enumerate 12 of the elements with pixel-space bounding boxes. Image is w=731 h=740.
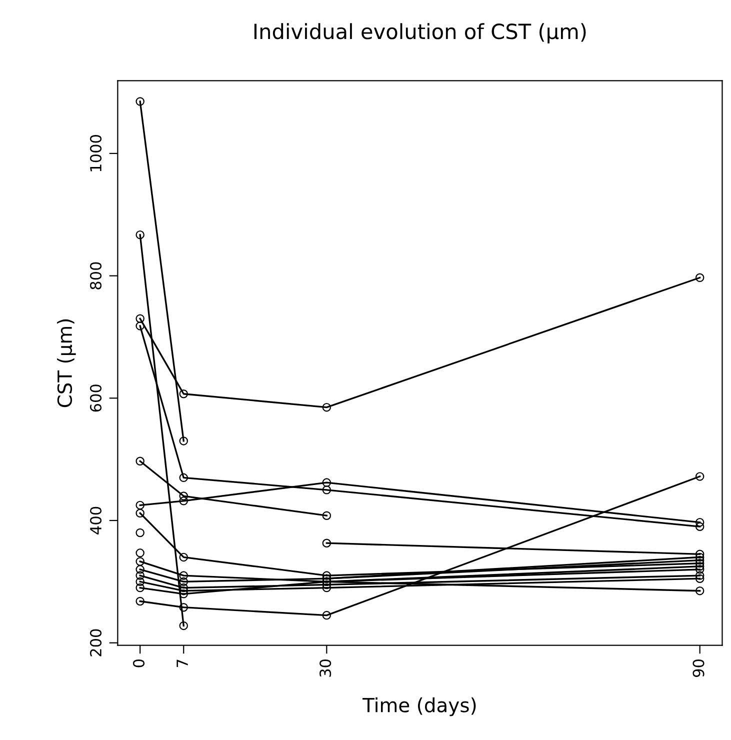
x-tick-label: 30 xyxy=(320,659,332,677)
x-tick-label: 7 xyxy=(176,660,188,667)
y-tick-label: 200 xyxy=(90,629,102,656)
x-tick-label: 90 xyxy=(692,659,704,677)
x-axis-title: Time (days) xyxy=(362,697,476,716)
y-tick-label: 1000 xyxy=(90,135,102,172)
chart-title: Individual evolution of CST (µm) xyxy=(254,23,586,44)
y-axis-title: CST (µm) xyxy=(57,319,76,408)
y-tick-label: 800 xyxy=(90,262,102,290)
y-tick-label: 600 xyxy=(90,384,102,412)
y-tick-label: 400 xyxy=(90,506,102,534)
x-tick-label: 0 xyxy=(132,659,145,668)
